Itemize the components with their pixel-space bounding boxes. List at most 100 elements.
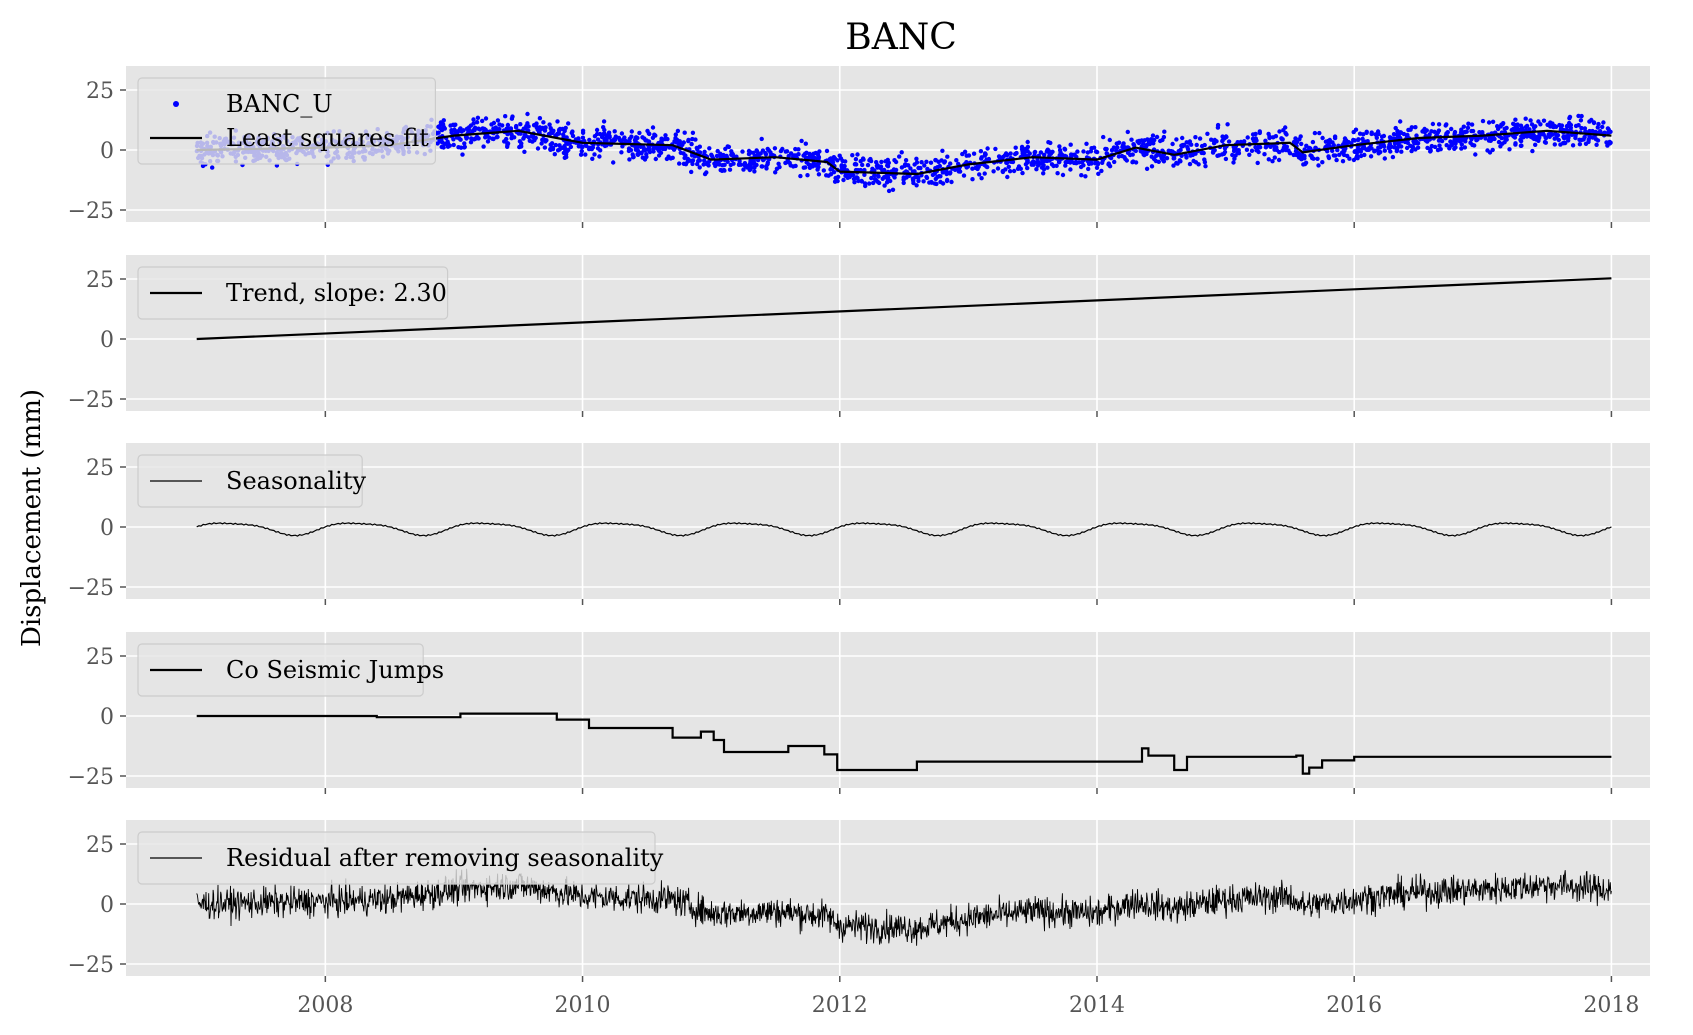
data-point xyxy=(650,125,656,130)
data-point xyxy=(677,161,682,166)
data-point xyxy=(1361,132,1366,137)
data-point xyxy=(1591,120,1597,126)
data-point xyxy=(1057,153,1062,158)
data-point xyxy=(1326,155,1332,161)
data-point xyxy=(682,130,687,135)
data-point xyxy=(505,144,510,149)
data-point xyxy=(1166,148,1171,153)
data-point xyxy=(1420,129,1425,134)
data-point xyxy=(831,170,837,175)
data-point xyxy=(1013,145,1018,150)
data-point xyxy=(1313,145,1318,150)
y-tick-label: 0 xyxy=(100,516,114,541)
data-point xyxy=(1568,122,1574,128)
data-point xyxy=(884,180,890,185)
data-point xyxy=(1094,165,1100,170)
data-point xyxy=(671,147,677,152)
data-point xyxy=(1121,143,1126,148)
data-point xyxy=(210,165,215,170)
data-point xyxy=(1406,127,1411,133)
data-point xyxy=(1297,137,1302,142)
data-point xyxy=(897,154,902,159)
data-point xyxy=(570,133,576,139)
data-point xyxy=(772,146,778,151)
data-point xyxy=(853,157,859,162)
data-point xyxy=(815,152,821,157)
y-tick-label: 25 xyxy=(86,456,114,481)
data-point xyxy=(570,129,575,134)
data-point xyxy=(1351,157,1357,163)
data-point xyxy=(482,126,487,132)
data-point xyxy=(977,172,982,177)
data-point xyxy=(1224,134,1229,140)
legend: Trend, slope: 2.30 xyxy=(137,266,449,320)
data-point xyxy=(1263,138,1268,143)
legend: Co Seismic Jumps xyxy=(137,643,444,697)
data-point xyxy=(664,156,670,162)
data-point xyxy=(1516,127,1521,132)
data-point xyxy=(678,150,683,155)
data-point xyxy=(862,181,868,186)
data-point xyxy=(524,123,529,129)
data-point xyxy=(883,174,888,180)
data-point xyxy=(899,150,904,155)
data-point xyxy=(462,141,467,146)
data-point xyxy=(1483,136,1488,141)
data-point xyxy=(930,172,936,178)
data-point xyxy=(940,148,945,153)
data-point xyxy=(1518,137,1523,142)
data-point xyxy=(1250,132,1256,137)
data-point xyxy=(1520,126,1525,131)
data-point xyxy=(1310,139,1316,145)
data-point xyxy=(1025,159,1030,164)
data-point xyxy=(1527,127,1532,132)
data-point xyxy=(1461,124,1467,129)
data-point xyxy=(747,161,752,167)
data-point xyxy=(911,180,916,186)
y-axis-label: Displacement (mm) xyxy=(17,389,47,647)
data-point xyxy=(1099,168,1104,174)
data-point xyxy=(1032,160,1038,165)
data-point xyxy=(945,171,950,176)
data-point xyxy=(1179,144,1185,149)
data-point xyxy=(1161,134,1167,140)
data-point xyxy=(940,170,945,175)
data-point xyxy=(1459,146,1464,151)
data-point xyxy=(1293,136,1298,141)
data-point xyxy=(937,163,942,169)
data-point xyxy=(476,136,481,141)
data-point xyxy=(1317,130,1322,136)
data-point xyxy=(544,138,549,143)
data-point xyxy=(535,146,541,151)
data-point xyxy=(517,144,522,150)
data-point xyxy=(441,124,447,130)
data-point xyxy=(1093,149,1099,154)
data-point xyxy=(1299,141,1304,147)
data-point xyxy=(996,154,1002,159)
data-point xyxy=(1388,135,1394,141)
x-tick-label: 2012 xyxy=(812,993,868,1018)
data-point xyxy=(1414,133,1419,138)
data-point xyxy=(653,156,658,162)
data-point xyxy=(442,141,447,147)
data-point xyxy=(1360,136,1365,142)
data-point xyxy=(1376,145,1381,150)
y-tick-label: 0 xyxy=(100,328,114,353)
data-point xyxy=(1541,118,1547,123)
data-point xyxy=(1355,156,1360,161)
data-point xyxy=(1302,147,1307,152)
data-point xyxy=(838,156,844,161)
data-point xyxy=(796,147,801,152)
panel-observations: 25 0 −25 BANC_U Least squares fit xyxy=(68,66,1650,228)
data-point xyxy=(1064,159,1070,164)
data-point xyxy=(851,172,856,178)
data-point xyxy=(548,142,553,147)
data-point xyxy=(525,111,530,117)
data-point xyxy=(979,155,984,160)
data-point xyxy=(627,157,632,162)
data-point xyxy=(472,137,477,142)
data-point xyxy=(1608,129,1613,134)
data-point xyxy=(1409,148,1414,154)
data-point xyxy=(1595,138,1601,143)
data-point xyxy=(1480,118,1486,124)
